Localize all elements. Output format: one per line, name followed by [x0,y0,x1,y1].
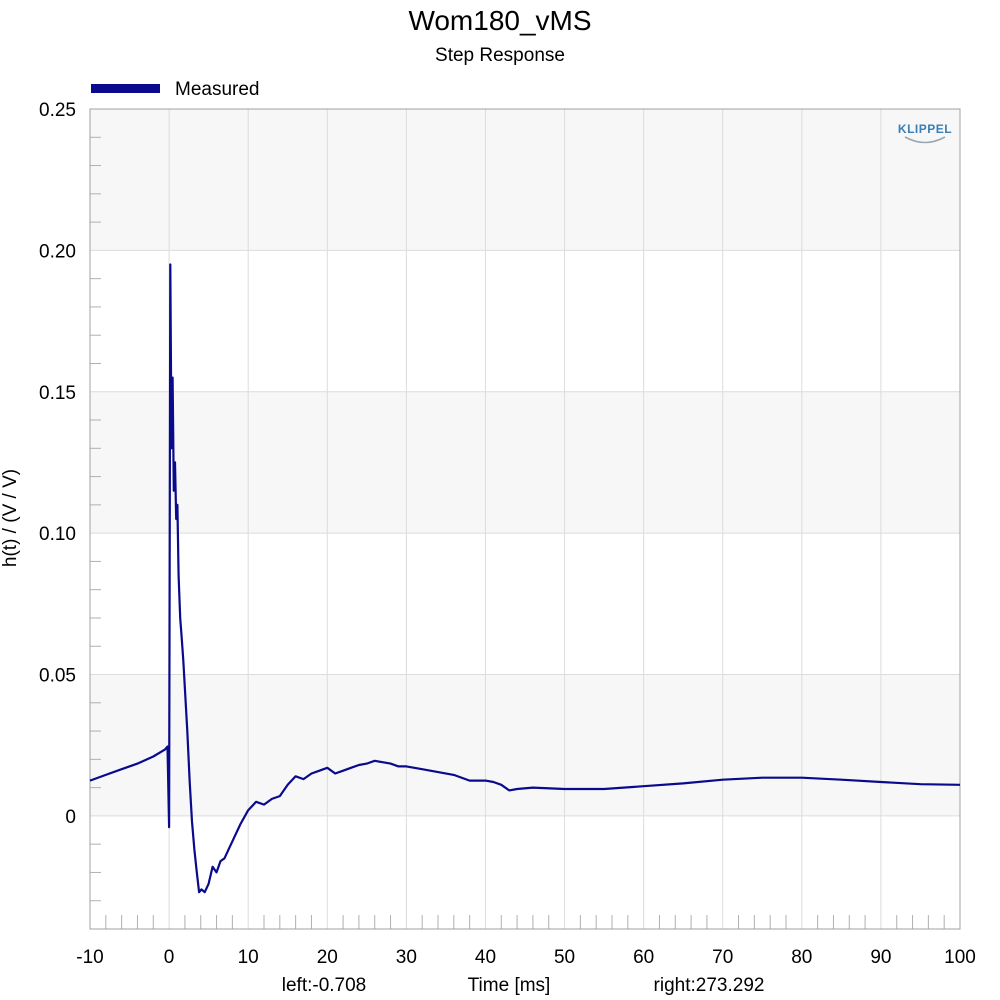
background-band [90,533,960,675]
x-tick-label: 70 [712,947,733,968]
y-tick-label: 0.10 [39,524,76,545]
plot-frame [89,108,961,930]
chart-title: Wom180_vMS [408,5,591,36]
plot-background-bands [90,109,960,929]
klippel-logo-swoosh-icon [904,136,946,144]
x-tick-label: 40 [475,947,496,968]
x-tick-label: 100 [944,947,976,968]
cursor-left-readout: left:-0.708 [282,975,367,996]
x-tick-label: 50 [554,947,575,968]
legend[interactable]: Measured [91,79,260,100]
x-tick-label: 30 [396,947,417,968]
x-tick-label: 80 [791,947,812,968]
klippel-logo: KLIPPEL [898,122,952,144]
background-band [90,815,960,929]
x-tick-label: 90 [870,947,891,968]
y-tick-label: 0.25 [39,100,76,121]
x-tick-label: 60 [633,947,654,968]
y-tick-label: 0 [65,807,76,828]
x-tick-label: -10 [76,947,103,968]
series-line-measured [89,263,961,894]
background-band [90,109,960,251]
y-tick-label: 0.20 [39,241,76,262]
background-band [90,674,960,816]
y-tick-label: 0.15 [39,383,76,404]
cursor-right-readout: right:273.292 [654,975,765,996]
x-tick-label: 20 [317,947,338,968]
legend-label-measured: Measured [175,79,260,100]
y-axis-label: h(t) / (V / V) [0,469,21,567]
x-tick-labels: -10 0 10 20 30 40 50 60 70 80 90 100 [76,947,976,968]
y-tick-labels: 0 0.05 0.10 0.15 0.20 0.25 [39,100,76,828]
klippel-logo-text: KLIPPEL [898,122,952,136]
background-band [90,391,960,534]
y-tick-label: 0.05 [39,666,76,687]
chart-subtitle: Step Response [435,45,565,66]
x-axis-label: Time [ms] [468,975,551,996]
x-tick-label: 0 [164,947,175,968]
legend-swatch-measured [91,84,160,93]
minor-ticks [90,136,945,930]
x-tick-label: 10 [238,947,259,968]
background-band [90,250,960,392]
